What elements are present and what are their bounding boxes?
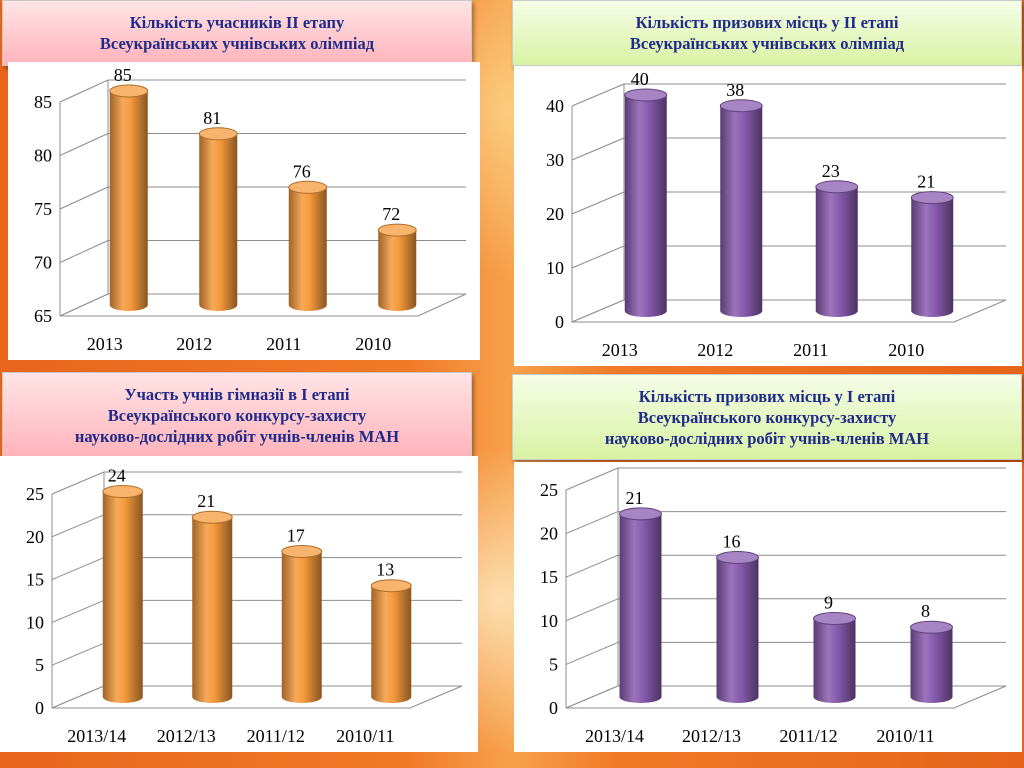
- chart-title-3-line-3: науково-дослідних робіт учнів-членів МАН: [74, 426, 400, 446]
- y-tick-label: 0: [549, 698, 558, 718]
- chart-title-4-line-2: Всеукраїнського конкурсу-захисту: [637, 407, 897, 427]
- bar: [910, 620, 953, 703]
- bar: [815, 180, 859, 317]
- y-tick-label: 5: [35, 655, 44, 675]
- chart-title-1-line-2: Всеукраїнських учнівських олімпіад: [99, 34, 375, 53]
- x-tick-label: 2012: [176, 334, 212, 354]
- bar: [198, 127, 238, 311]
- data-label: 16: [723, 531, 741, 551]
- chart-area-4: 0 5 10 15 20 25 21 16 9 8 2013/14 2012/13 2011/12 201…: [514, 462, 1022, 752]
- data-label: 13: [376, 560, 394, 580]
- data-label: 40: [631, 69, 649, 89]
- data-label: 21: [197, 491, 215, 511]
- bar-chart-1: 65 70 75 80 85 85 81 76 72 2013 2012 2011 2010: [34, 65, 467, 354]
- data-label: 8: [921, 601, 930, 621]
- chart-area-1: 65 70 75 80 85 85 81 76 72 2013 2012 2011 2010: [8, 62, 480, 360]
- data-label: 21: [917, 172, 935, 192]
- x-tick-label: 2013/14: [67, 726, 126, 746]
- bar: [619, 507, 662, 703]
- data-label: 21: [626, 488, 644, 508]
- y-tick-label: 85: [34, 92, 52, 112]
- bar: [377, 223, 417, 311]
- chart-floor: [565, 685, 1007, 709]
- chart-title-3-line-2: Всеукраїнського конкурсу-захисту: [107, 405, 367, 425]
- x-tick-label: 2011/12: [779, 726, 837, 746]
- y-tick-label: 70: [34, 253, 52, 273]
- chart-title-4-line-1: Кількість призових місць у І етапі: [638, 386, 896, 406]
- bar: [288, 180, 328, 311]
- bar-chart-4: 0 5 10 15 20 25 21 16 9 8 2013/14 2012/13 2011/12 201…: [540, 467, 1007, 746]
- bar: [109, 84, 149, 311]
- y-tick-label: 40: [546, 96, 564, 116]
- bar: [719, 99, 763, 317]
- x-tick-label: 2011/12: [247, 726, 305, 746]
- data-label: 38: [726, 80, 744, 100]
- chart-area-3: 0 5 10 15 20 25 24 21 17 13 2013/14 2012/13 2011/12 2…: [0, 456, 478, 752]
- y-tick-label: 30: [546, 150, 564, 170]
- bar: [370, 579, 412, 703]
- x-tick-label: 2010/11: [876, 726, 934, 746]
- data-label: 24: [108, 466, 126, 486]
- y-tick-label: 20: [546, 204, 564, 224]
- chart-title-1-line-1: Кількість учасників ІІ етапу: [129, 13, 345, 32]
- y-tick-label: 65: [34, 306, 52, 326]
- bar: [813, 612, 856, 703]
- chart-title-2-line-2: Всеукраїнських учнівських олімпіад: [629, 34, 905, 53]
- y-tick-label: 20: [26, 527, 44, 547]
- data-label: 9: [824, 593, 833, 613]
- y-tick-label: 80: [34, 146, 52, 166]
- y-tick-label: 0: [555, 312, 564, 332]
- y-tick-label: 20: [540, 524, 558, 544]
- bar: [102, 485, 144, 703]
- chart-title-4-line-3: науково-дослідних робіт учнів-членів МАН: [604, 428, 930, 448]
- y-tick-label: 10: [546, 258, 564, 278]
- x-tick-label: 2011: [266, 334, 301, 354]
- chart-floor: [59, 293, 467, 317]
- x-tick-label: 2013/14: [585, 726, 644, 746]
- bar-chart-2: 0 10 20 30 40 40 38 23 21 2013 2012 2011 2010: [546, 69, 1007, 360]
- bar: [191, 510, 233, 703]
- chart-title-1: Кількість учасників ІІ етапу Всеукраїнсь…: [2, 0, 472, 66]
- x-tick-label: 2010: [355, 334, 391, 354]
- bar: [281, 544, 323, 703]
- y-tick-label: 25: [26, 484, 44, 504]
- y-tick-label: 25: [540, 480, 558, 500]
- chart-floor: [51, 685, 463, 709]
- x-tick-label: 2012/13: [157, 726, 216, 746]
- data-label: 17: [287, 525, 305, 545]
- x-tick-label: 2013: [602, 340, 638, 360]
- y-tick-label: 5: [549, 654, 558, 674]
- x-tick-label: 2010: [888, 340, 924, 360]
- y-tick-label: 15: [540, 567, 558, 587]
- data-label: 23: [822, 161, 840, 181]
- x-tick-label: 2011: [793, 340, 828, 360]
- bar-chart-3: 0 5 10 15 20 25 24 21 17 13 2013/14 2012/13 2011/12 2…: [26, 466, 463, 746]
- chart-title-2-line-1: Кількість призових місць у ІІ етапі: [635, 13, 899, 32]
- y-tick-label: 10: [26, 612, 44, 632]
- x-tick-label: 2013: [87, 334, 123, 354]
- data-label: 85: [114, 65, 132, 85]
- chart-title-3-line-1: Участь учнів гімназії в І етапі: [124, 384, 350, 404]
- x-tick-label: 2012: [697, 340, 733, 360]
- chart-floor: [571, 299, 1007, 323]
- x-tick-label: 2010/11: [336, 726, 394, 746]
- y-tick-label: 15: [26, 570, 44, 590]
- chart-title-4: Кількість призових місць у І етапі Всеук…: [512, 374, 1022, 460]
- bar: [716, 550, 759, 703]
- y-tick-label: 10: [540, 611, 558, 631]
- chart-title-3: Участь учнів гімназії в І етапі Всеукраї…: [2, 372, 472, 458]
- x-tick-label: 2012/13: [682, 726, 741, 746]
- data-label: 81: [203, 108, 221, 128]
- bar: [910, 191, 954, 317]
- chart-area-2: 0 10 20 30 40 40 38 23 21 2013 2012 2011 2010: [514, 66, 1022, 366]
- data-label: 76: [293, 161, 311, 181]
- chart-title-2: Кількість призових місць у ІІ етапі Всеу…: [512, 0, 1022, 66]
- y-tick-label: 75: [34, 199, 52, 219]
- bar: [624, 88, 668, 317]
- y-tick-label: 0: [35, 698, 44, 718]
- data-label: 72: [382, 204, 400, 224]
